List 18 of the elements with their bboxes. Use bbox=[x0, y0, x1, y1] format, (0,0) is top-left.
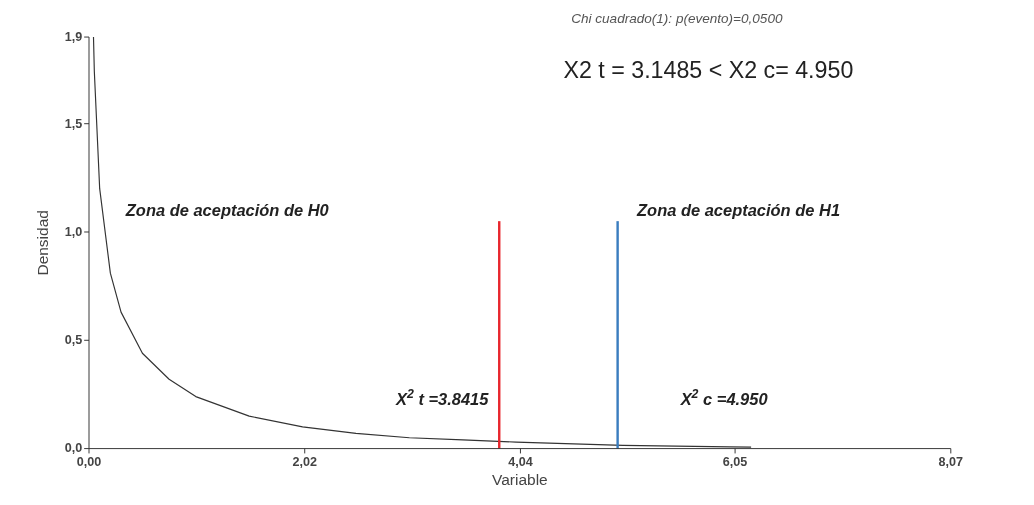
x-tick-label: 6,05 bbox=[722, 455, 748, 470]
x-tick-label: 4,04 bbox=[508, 455, 533, 470]
annotation: X$^{2}$ c =4.950 bbox=[679, 387, 768, 409]
annotation: X2 t = 3.1485 < X2 c= 4.950 bbox=[563, 56, 854, 83]
x-tick-label: 0,00 bbox=[76, 455, 102, 470]
y-axis-title: Densidad bbox=[34, 210, 52, 276]
x-axis-title: Variable bbox=[492, 471, 548, 489]
y-tick-label: 0,0 bbox=[64, 441, 83, 456]
annotation: Zona de aceptación de H1 bbox=[636, 201, 841, 220]
x-tick-label: 2,02 bbox=[292, 455, 317, 470]
annotation: X$^{2}$ t =3.8415 bbox=[394, 387, 490, 409]
y-tick-label: 1,0 bbox=[64, 224, 83, 239]
x-tick-label: 8,07 bbox=[938, 455, 964, 470]
y-tick-label: 0,5 bbox=[64, 333, 83, 348]
chart-title: Chi cuadrado(1): p(evento)=0,0500 bbox=[571, 11, 783, 27]
y-tick-label: 1,5 bbox=[64, 116, 83, 131]
y-tick-label: 1,9 bbox=[64, 29, 83, 44]
annotation: Zona de aceptación de H0 bbox=[124, 201, 329, 220]
